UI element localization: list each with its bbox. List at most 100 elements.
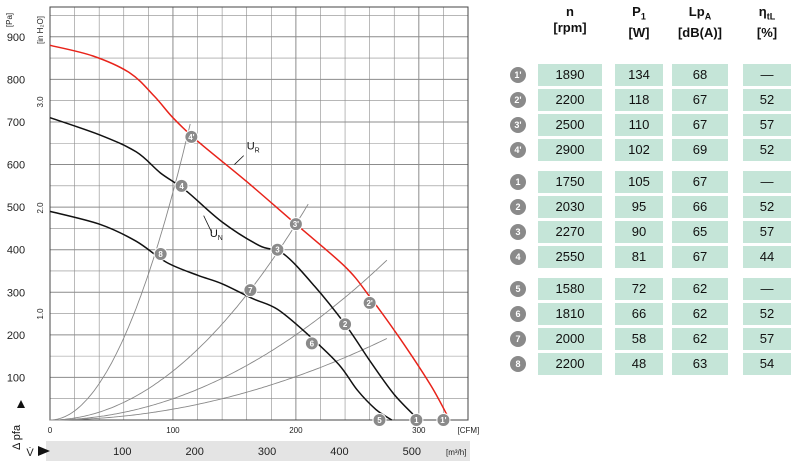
plot-frame [49,6,469,421]
table-header-1: n [rpm] [538,4,602,36]
curve-label-2: UN [210,228,223,242]
operating-point-badge: 2 [510,199,526,215]
operating-point-label: 3 [275,246,280,255]
operating-point-marker [304,336,319,351]
axes: 100 200 300 400 500 600 700 800 900 1.0 2.0 3.0 [Pa]… [5,13,479,461]
y-axis-label: Δ pfa [11,424,23,450]
operating-point-label: 5 [377,416,382,425]
table-cell-n: 1750 [538,171,602,193]
operating-point-badge: 6 [510,306,526,322]
table-cell-n: 2270 [538,221,602,243]
table-header-3: LpA [dB(A)] [672,4,728,41]
operating-point-label: 2' [366,299,372,308]
table-cell-eta: — [743,64,791,86]
table-header-name: P1 [615,4,663,25]
table-row: 1 1750 105 67 — [500,171,800,193]
table-cell-eta: 57 [743,221,791,243]
table-cell-eta: — [743,171,791,193]
x-bottom-tick-label: 100 [113,446,131,458]
x-bottom-tick-label: 500 [403,446,421,458]
operating-point-marker [184,129,199,144]
x-top-tick-label: 100 [166,426,180,435]
y-axis-arrow-icon [17,400,25,408]
table-row: 3 2270 90 65 57 [500,221,800,243]
operating-point-marker [372,413,387,427]
operating-point-label: 1' [440,416,446,425]
operating-point-label: 1 [414,416,419,425]
table-row: 8 2200 48 63 54 [500,353,800,375]
table-header-subscript: tL [766,11,776,22]
table-cell-p1: 110 [615,114,663,136]
operating-point-marker [153,246,168,261]
table-cell-n: 1810 [538,303,602,325]
y-tick-label: 700 [7,117,25,129]
operating-point-label: 6 [310,339,315,348]
table-cell-n: 2030 [538,196,602,218]
curve-label-1: UR [247,141,260,155]
operating-point-marker [338,317,353,332]
operating-point-badge: 3' [510,117,526,133]
x-axis-label: V̇ [26,446,34,459]
table-cell-n: 2200 [538,89,602,111]
fan-curve-1 [49,44,451,421]
table-cell-eta: 44 [743,246,791,268]
table-header-name: ηtL [743,4,791,25]
operating-point-marker [174,178,189,193]
operating-point-4p: 4' [184,129,199,144]
operating-point-3p: 3' [288,217,303,232]
y-inner-tick-label: 3.0 [36,96,45,108]
table-cell-eta: 57 [743,114,791,136]
x-top-tick-label: 200 [289,426,303,435]
resistance-curve-2 [50,203,309,421]
table-header-unit: [%] [756,24,778,40]
table-cell-n: 2550 [538,246,602,268]
table-header-name: n [538,4,602,20]
table-cell-p1: 72 [615,278,663,300]
operating-point-7: 7 [243,283,258,298]
fan-curve-2 [49,116,420,421]
x-top-axis-unit: [CFM] [458,426,480,435]
table-cell-p1: 81 [615,246,663,268]
table-cell-lpa: 68 [672,64,728,86]
operating-point-8: 8 [153,246,168,261]
table-cell-lpa: 62 [672,278,728,300]
operating-point-label: 8 [158,250,163,259]
y-tick-label: 800 [7,74,25,86]
resistance-curve-4 [50,338,388,421]
table-row: 4 2550 81 67 44 [500,246,800,268]
table-cell-lpa: 66 [672,196,728,218]
operating-point-1: 1 [409,413,424,427]
y-tick-label: 900 [7,32,25,44]
operating-point-3: 3 [270,242,285,257]
performance-table: n [rpm] P1 [W] LpA [dB(A)] ηtL [%] 1' 1890 134 68—… [500,0,800,462]
table-cell-lpa: 62 [672,328,728,350]
y-tick-label: 600 [7,160,25,172]
x-bottom-tick-label: 200 [186,446,204,458]
table-row: 4' 2900 102 69 52 [500,139,800,161]
table-cell-eta: 57 [743,328,791,350]
table-header-symbol: η [758,4,767,19]
table-cell-p1: 66 [615,303,663,325]
table-cell-lpa: 67 [672,171,728,193]
operating-point-marker [409,413,424,427]
table-cell-eta: — [743,278,791,300]
operating-point-marker [270,242,285,257]
fan-curve-3 [49,210,393,421]
table-cell-lpa: 62 [672,303,728,325]
table-cell-lpa: 67 [672,114,728,136]
table-cell-eta: 52 [743,139,791,161]
table-header-symbol: Lp [688,4,705,19]
x-bottom-tick-label: 400 [330,446,348,458]
operating-point-label: 2 [343,320,348,329]
table-cell-eta: 54 [743,353,791,375]
operating-point-label: 4' [188,133,194,142]
table-cell-n: 2200 [538,353,602,375]
y-tick-label: 100 [7,372,25,384]
table-header-4: ηtL [%] [743,4,791,41]
operating-point-5: 5 [372,413,387,427]
table-cell-p1: 134 [615,64,663,86]
table-cell-p1: 90 [615,221,663,243]
table-cell-p1: 105 [615,171,663,193]
operating-point-6: 6 [304,336,319,351]
table-header-unit: [dB(A)] [677,24,723,40]
